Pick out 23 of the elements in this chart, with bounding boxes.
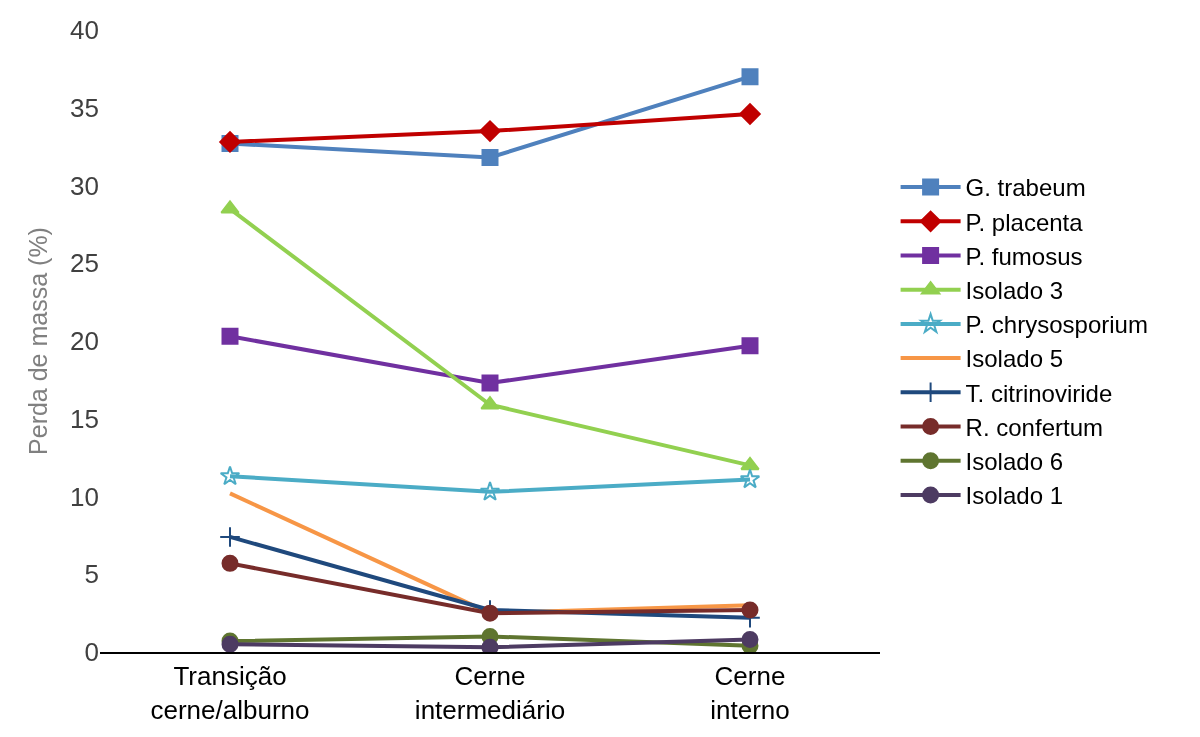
y-tick-label: 20 <box>70 326 99 357</box>
x-tick-label: Cerne interno <box>710 661 790 725</box>
x-tick-label: Cerne intermediário <box>414 661 566 725</box>
y-tick-label: 15 <box>70 403 99 434</box>
legend-label: T. citrinoviride <box>965 379 1113 407</box>
y-tick-label: 40 <box>70 15 99 46</box>
legend-label: Isolado 3 <box>965 277 1064 305</box>
legend-label: R. confertum <box>965 413 1103 441</box>
y-tick-label: 0 <box>84 637 99 668</box>
y-tick-label: 10 <box>70 481 99 512</box>
y-tick-label: 30 <box>70 170 99 201</box>
y-tick-label: 25 <box>70 248 99 279</box>
y-axis-title: Perda de massa (%) <box>23 227 52 455</box>
legend-label: P. fumosus <box>965 242 1083 270</box>
legend-label: Isolado 1 <box>965 482 1064 510</box>
legend-label: P. placenta <box>965 208 1084 236</box>
x-tick-label: Transição cerne/alburno <box>150 661 310 725</box>
y-tick-label: 35 <box>70 92 99 123</box>
y-tick-label: 5 <box>84 559 99 590</box>
legend-label: P. chrysosporium <box>965 311 1148 339</box>
legend-label: Isolado 5 <box>965 345 1064 373</box>
legend-label: G. trabeum <box>965 174 1086 202</box>
legend-label: Isolado 6 <box>965 448 1064 476</box>
